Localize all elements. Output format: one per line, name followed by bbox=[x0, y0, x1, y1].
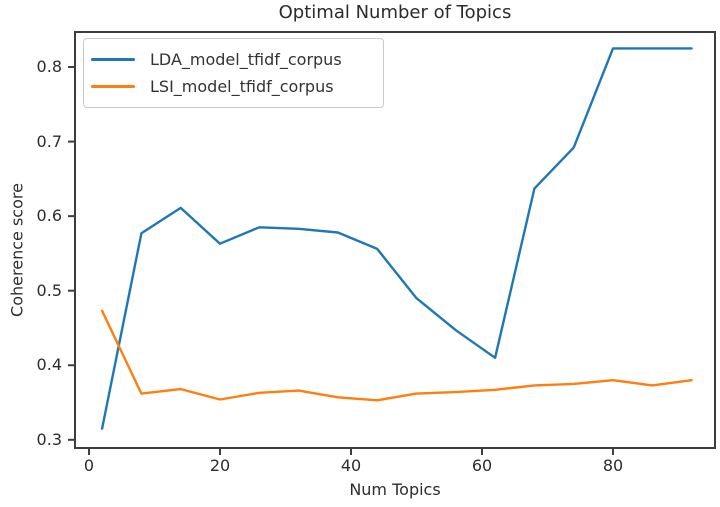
y-tick-label: 0.8 bbox=[36, 57, 62, 77]
y-tick-label: 0.6 bbox=[36, 206, 62, 226]
lda-line-swatch bbox=[91, 58, 135, 62]
x-axis-label: Num Topics bbox=[349, 480, 441, 499]
lsi-line-swatch bbox=[91, 84, 135, 88]
legend: LDA_model_tfidf_corpus LSI_model_tfidf_c… bbox=[83, 38, 384, 108]
x-tick-label: 0 bbox=[83, 456, 95, 475]
x-tick-label: 60 bbox=[471, 456, 493, 475]
x-tick-label: 40 bbox=[340, 456, 362, 475]
x-tick-label: 20 bbox=[209, 456, 231, 475]
y-tick-label: 0.7 bbox=[36, 131, 62, 151]
chart-title: Optimal Number of Topics bbox=[278, 2, 512, 23]
legend-item-lda: LDA_model_tfidf_corpus bbox=[91, 50, 373, 69]
y-tick-label: 0.4 bbox=[36, 355, 62, 375]
series-line-0 bbox=[100, 47, 693, 430]
x-tick-label: 80 bbox=[602, 456, 624, 475]
legend-label-lsi: LSI_model_tfidf_corpus bbox=[150, 76, 334, 96]
plot-border bbox=[74, 31, 716, 449]
series-line-1 bbox=[100, 309, 693, 402]
legend-item-lsi: LSI_model_tfidf_corpus bbox=[91, 77, 373, 96]
y-tick-label: 0.3 bbox=[36, 429, 62, 449]
y-tick-label: 0.5 bbox=[36, 280, 62, 300]
legend-label-lda: LDA_model_tfidf_corpus bbox=[150, 50, 342, 70]
